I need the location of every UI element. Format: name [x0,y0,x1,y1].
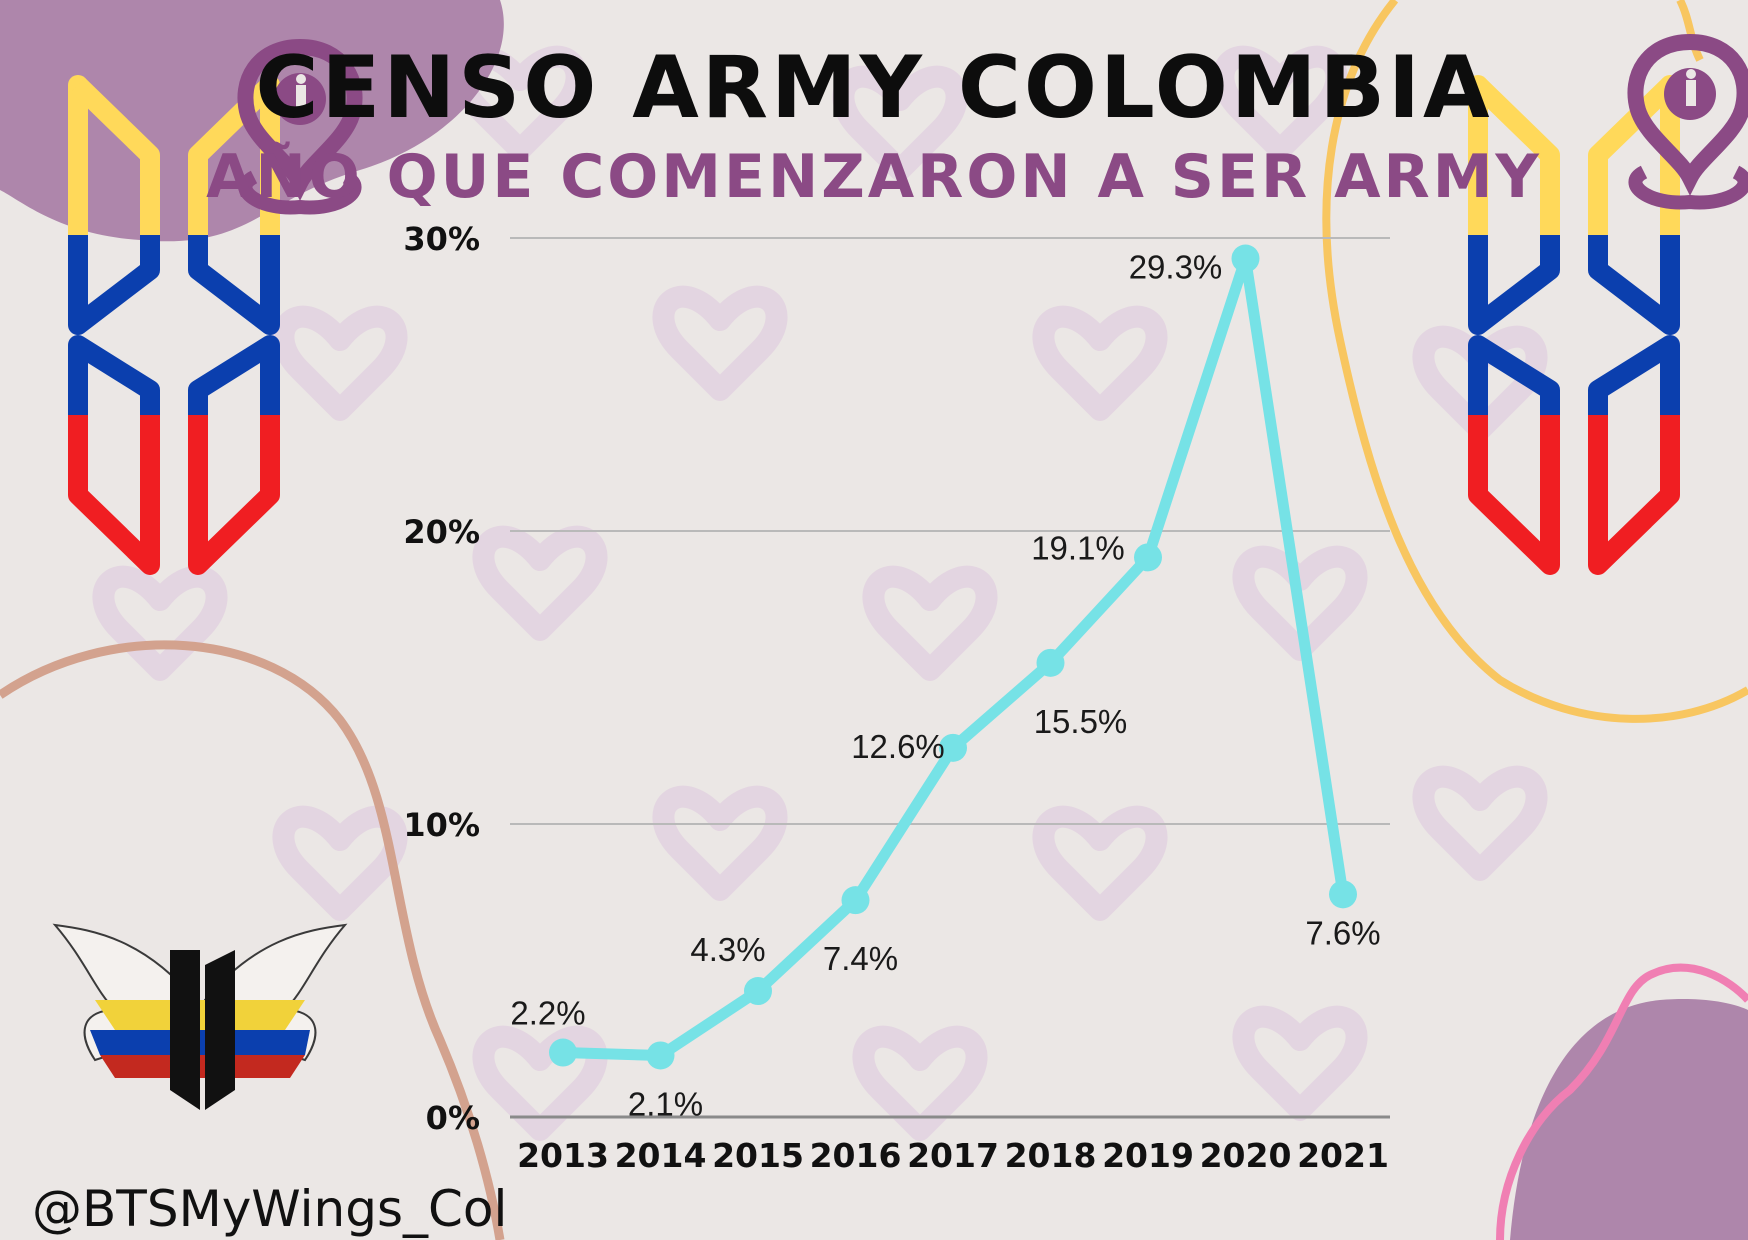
page-title: CENSO ARMY COLOMBIA [255,38,1493,138]
data-label: 7.6% [1305,914,1380,951]
y-tick-label: 20% [403,513,480,551]
data-point [646,1041,675,1070]
x-tick-label: 2015 [712,1136,804,1175]
x-tick-label: 2016 [810,1136,902,1175]
location-pin-icon [1627,33,1748,210]
x-tick-label: 2018 [1005,1136,1097,1175]
data-label: 29.3% [1129,249,1223,286]
y-tick-label: 10% [403,806,480,844]
x-tick-label: 2017 [907,1136,999,1175]
x-tick-label: 2014 [615,1136,707,1175]
bts-logo-right [1468,75,1680,575]
data-point [744,977,772,1006]
data-labels: 2.2% 2.1% 4.3% 7.4% 12.6% 15.5% 19.1% 29.3% 7.6% [510,249,1380,1123]
data-point [1329,880,1357,909]
data-label: 7.4% [823,940,898,977]
orange-curve-top [1676,0,1704,62]
series-line [557,253,1349,1061]
y-tick-label: 30% [403,220,480,258]
tan-curve [0,640,505,1240]
data-point [841,886,870,915]
data-label: 4.3% [690,931,765,968]
data-point [1231,244,1260,273]
page-subtitle: AÑO QUE COMENZARON A SER ARMY [206,142,1542,212]
data-points [549,244,1357,1070]
pink-curve [1496,963,1748,1240]
data-point [549,1038,577,1067]
location-pin-icon [237,38,363,215]
orange-curve [1322,0,1748,723]
grid-lines [510,237,1390,1119]
data-label: 2.2% [510,995,585,1032]
data-point [939,733,967,762]
purple-blob-bottom-right [1510,998,1748,1240]
data-label: 2.1% [628,1085,703,1122]
data-label: 12.6% [851,728,945,765]
y-axis-ticks: 0% 10% 20% 30% [403,220,480,1137]
data-point [1036,648,1065,677]
x-tick-label: 2020 [1200,1136,1292,1175]
x-tick-label: 2019 [1102,1136,1194,1175]
x-tick-label: 2021 [1297,1136,1389,1175]
x-tick-label: 2013 [517,1136,609,1175]
wings-logo [52,923,348,1110]
data-label: 19.1% [1031,529,1125,566]
x-axis-ticks: 2013 2014 2015 2016 2017 2018 2019 2020 2021 [517,1136,1389,1175]
data-label: 15.5% [1034,703,1128,740]
social-handle: @BTSMyWings_Col [32,1180,508,1238]
y-tick-label: 0% [426,1099,480,1137]
data-point [1134,543,1162,572]
